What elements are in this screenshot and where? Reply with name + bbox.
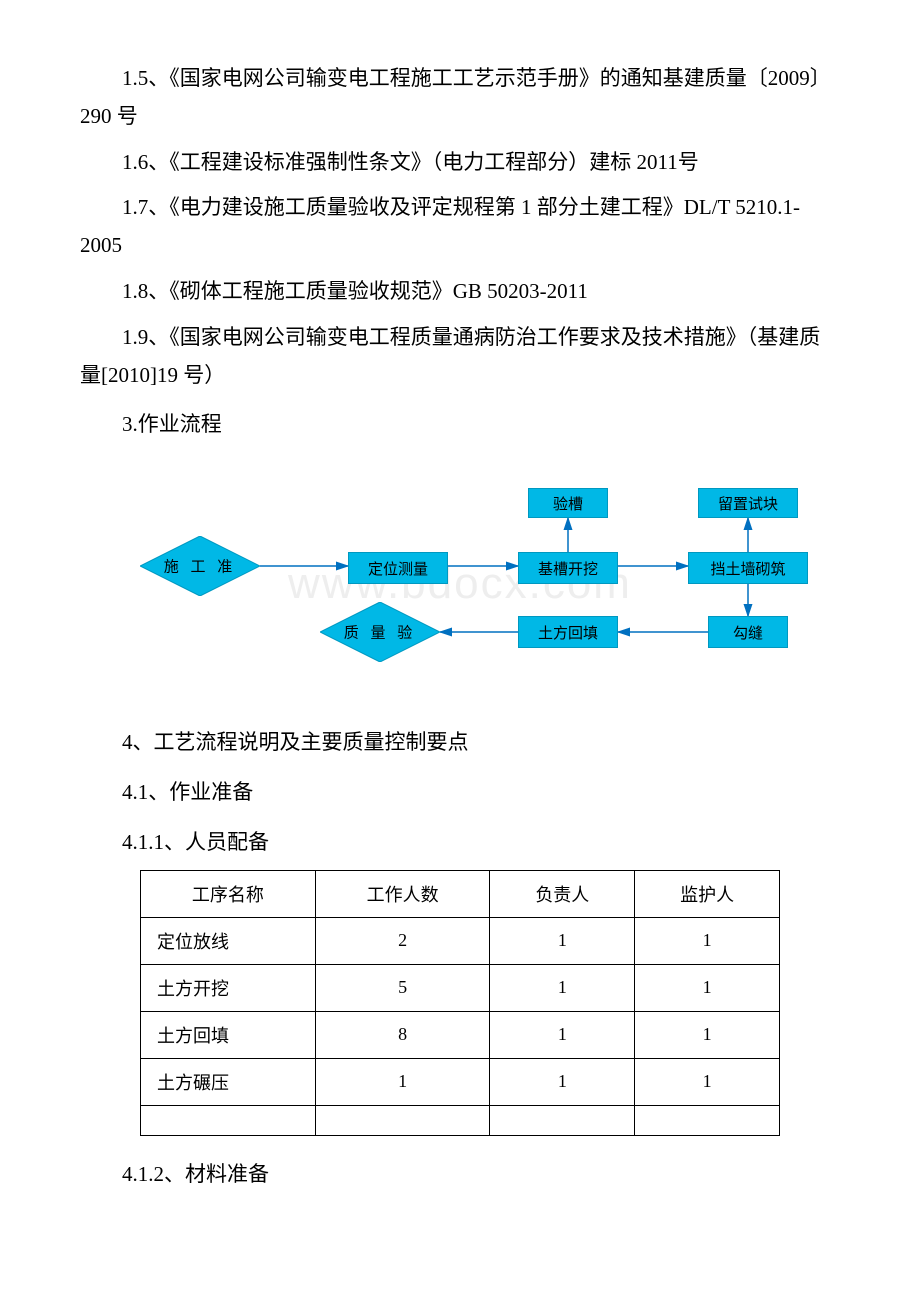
flow-node-check: 验槽 — [528, 488, 608, 518]
table-cell: 1 — [635, 1011, 780, 1058]
table-cell — [315, 1105, 490, 1135]
heading-4: 4、工艺流程说明及主要质量控制要点 — [80, 724, 840, 762]
heading-4-1-1: 4.1.1、人员配备 — [80, 824, 840, 862]
table-cell: 1 — [490, 1058, 635, 1105]
table-row-empty — [141, 1105, 780, 1135]
para-1-9: 1.9、《国家电网公司输变电工程质量通病防治工作要求及技术措施》（基建质量[20… — [80, 319, 840, 395]
heading-3: 3.作业流程 — [80, 406, 840, 444]
table-cell — [490, 1105, 635, 1135]
table-cell: 1 — [490, 917, 635, 964]
para-1-7: 1.7、《电力建设施工质量验收及评定规程第 1 部分土建工程》DL/T 5210… — [80, 189, 840, 265]
table-cell: 5 — [315, 964, 490, 1011]
flow-node-locate: 定位测量 — [348, 552, 448, 584]
table-cell: 2 — [315, 917, 490, 964]
table-cell: 土方回填 — [141, 1011, 316, 1058]
flow-node-label-prep: 施 工 准 — [116, 556, 284, 577]
table-header-cell: 工作人数 — [315, 870, 490, 917]
flow-node-prep: 施 工 准 — [140, 536, 260, 596]
flow-node-seam: 勾缝 — [708, 616, 788, 648]
table-row: 土方碾压111 — [141, 1058, 780, 1105]
table-header-cell: 监护人 — [635, 870, 780, 917]
table-cell: 土方碾压 — [141, 1058, 316, 1105]
table-row: 土方回填811 — [141, 1011, 780, 1058]
table-row: 土方开挖511 — [141, 964, 780, 1011]
table-cell: 定位放线 — [141, 917, 316, 964]
personnel-table: 工序名称工作人数负责人监护人 定位放线211土方开挖511土方回填811土方碾压… — [140, 870, 780, 1136]
para-1-5: 1.5、《国家电网公司输变电工程施工工艺示范手册》的通知基建质量〔2009〕29… — [80, 60, 840, 136]
table-row: 定位放线211 — [141, 917, 780, 964]
table-cell: 1 — [635, 964, 780, 1011]
table-header-cell: 工序名称 — [141, 870, 316, 917]
table-cell: 8 — [315, 1011, 490, 1058]
heading-4-1: 4.1、作业准备 — [80, 774, 840, 812]
flow-node-block: 留置试块 — [698, 488, 798, 518]
para-1-6: 1.6、《工程建设标准强制性条文》（电力工程部分）建标 2011号 — [80, 144, 840, 182]
table-cell: 1 — [490, 964, 635, 1011]
flowchart: www.bdocx.com 施 工 准定位测量基槽开挖验槽挡土墙砌筑留置试块勾缝… — [80, 464, 840, 684]
table-header-cell: 负责人 — [490, 870, 635, 917]
table-cell: 土方开挖 — [141, 964, 316, 1011]
table-cell: 1 — [315, 1058, 490, 1105]
table-cell: 1 — [635, 917, 780, 964]
table-header-row: 工序名称工作人数负责人监护人 — [141, 870, 780, 917]
table-cell: 1 — [635, 1058, 780, 1105]
heading-4-1-2: 4.1.2、材料准备 — [80, 1156, 840, 1194]
flow-node-fill: 土方回填 — [518, 616, 618, 648]
flow-node-dig: 基槽开挖 — [518, 552, 618, 584]
flow-node-label-qc: 质 量 验 — [296, 622, 464, 643]
table-body: 定位放线211土方开挖511土方回填811土方碾压111 — [141, 917, 780, 1135]
flow-node-build: 挡土墙砌筑 — [688, 552, 808, 584]
table-cell — [141, 1105, 316, 1135]
flow-node-qc: 质 量 验 — [320, 602, 440, 662]
table-cell — [635, 1105, 780, 1135]
table-cell: 1 — [490, 1011, 635, 1058]
para-1-8: 1.8、《砌体工程施工质量验收规范》GB 50203-2011 — [80, 273, 840, 311]
